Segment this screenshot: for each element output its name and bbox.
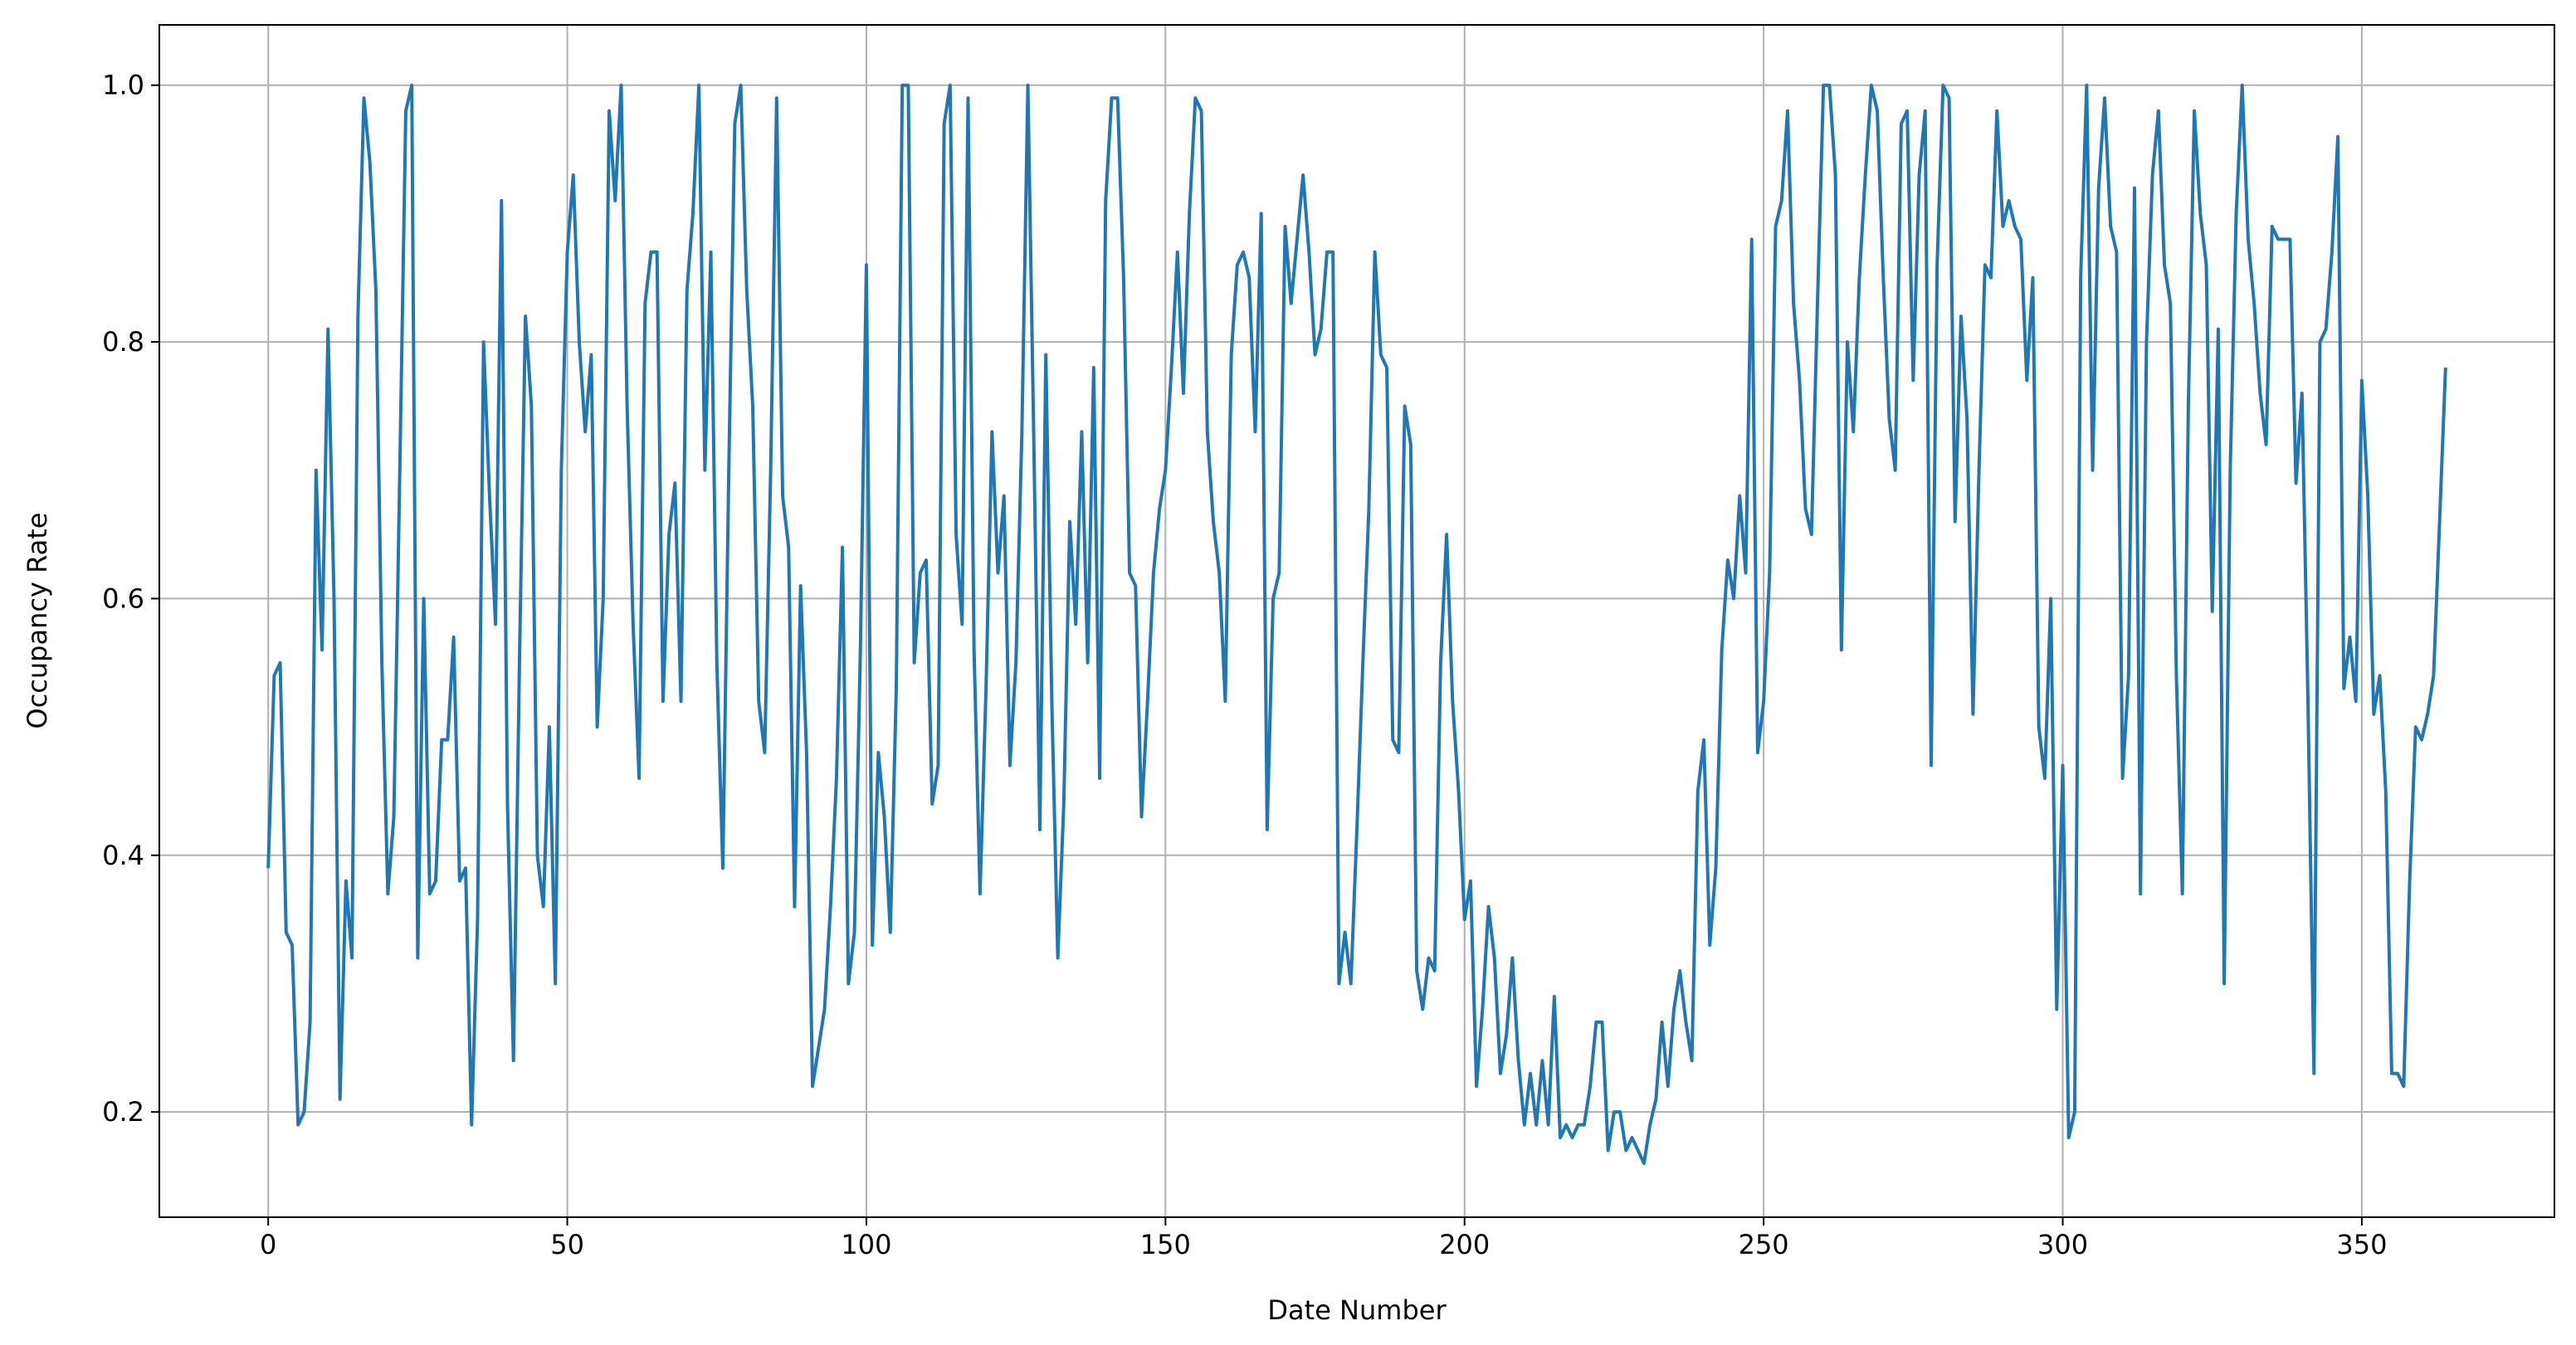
x-tick-label: 200 [1439,1229,1490,1260]
y-tick-label: 1.0 [102,70,144,101]
x-tick-label: 300 [2037,1229,2088,1260]
y-tick-label: 0.8 [102,326,144,358]
x-tick-label: 350 [2336,1229,2387,1260]
y-tick-label: 0.2 [102,1096,144,1128]
y-tick-label: 0.6 [102,582,144,614]
x-tick-label: 0 [260,1229,276,1260]
y-tick-label: 0.4 [102,840,144,871]
x-tick-label: 50 [550,1229,584,1260]
plot-frame [159,24,2555,1218]
x-tick-label: 100 [841,1229,891,1260]
y-axis-label: Occupancy Rate [22,513,53,729]
x-tick-label: 250 [1739,1229,1789,1260]
x-axis-label: Date Number [1267,1294,1447,1326]
data-line [266,83,2447,1166]
x-tick-label: 150 [1140,1229,1191,1260]
